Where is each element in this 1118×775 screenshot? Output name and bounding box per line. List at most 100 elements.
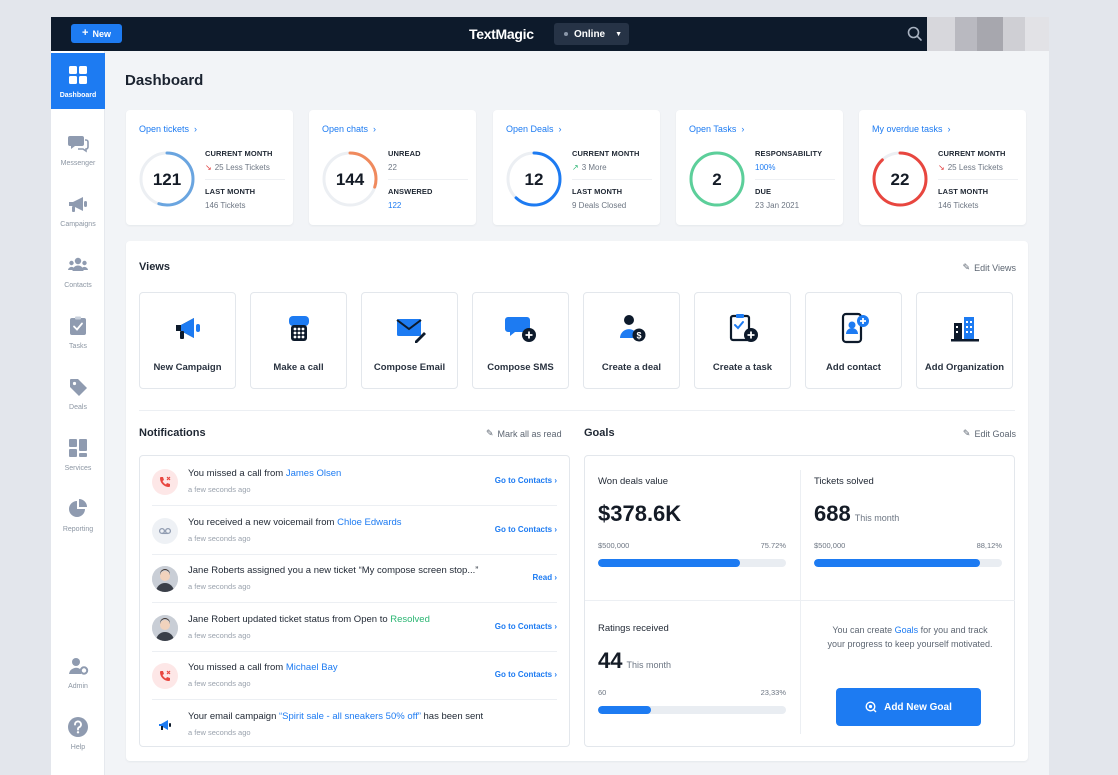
goals-link[interactable]: Goals [894, 625, 919, 635]
stat-subtext: 22 [388, 163, 468, 172]
notification-action-label: Go to Contacts [494, 476, 553, 485]
status-dropdown[interactable]: Online ▼ [554, 23, 629, 45]
divider [938, 179, 1018, 180]
notification-highlight[interactable]: “Spirit sale - all sneakers 50% off” [279, 710, 421, 722]
sidebar-item-label: Tasks [69, 342, 87, 350]
goal-target: 60 [598, 688, 607, 697]
sidebar-item-help[interactable]: Help [51, 705, 105, 761]
notification-action-link[interactable]: Go to Contacts › [495, 525, 557, 534]
chevron-right-icon: › [741, 124, 745, 134]
stat-link-label: Open Tasks [689, 124, 737, 134]
search-icon[interactable] [906, 25, 924, 43]
sidebar-item-label: Campaigns [60, 220, 96, 228]
view-tile-add-organization[interactable]: Add Organization [916, 292, 1013, 389]
user-avatar[interactable] [927, 17, 1049, 51]
view-tile-compose-sms[interactable]: Compose SMS [472, 292, 569, 389]
notification-message: You missed a call from James Olsen [188, 468, 341, 479]
progress-ring-arc [139, 151, 195, 207]
stat-link[interactable]: Open tickets › [139, 124, 197, 134]
stat-subtext: 146 Tickets [938, 201, 979, 210]
goals-title: Goals [584, 427, 615, 439]
divider [205, 179, 285, 180]
new-button-label: New [92, 28, 111, 39]
notification-time: a few seconds ago [188, 582, 251, 591]
notification-action-label: Go to Contacts [494, 621, 553, 631]
goal-value-number: 688 [814, 501, 851, 526]
stat-meta: CURRENT MONTH ↘ 25 Less Tickets LAST MONTH 1… [205, 149, 285, 210]
goal-ratings-received: Ratings received 44 This month 60 23,33% [598, 623, 786, 714]
view-tile-create-a-task[interactable]: Create a task [694, 292, 791, 389]
sidebar-item-messenger[interactable]: Messenger [51, 121, 105, 177]
mark-all-read-label: Mark all as read [497, 428, 562, 439]
sidebar-item-dashboard[interactable]: Dashboard [51, 53, 105, 109]
edit-views-button[interactable]: ✎ Edit Views [963, 262, 1016, 273]
notification-action-label: Read [532, 573, 553, 582]
main-panel: Views ✎ Edit Views New Campaign Make a ca… [126, 241, 1028, 761]
goal-label: Tickets solved [814, 476, 874, 487]
stat-card: Open chats › 144 UNREAD 22 ANSWERED 122 [309, 110, 476, 225]
notification-highlight[interactable]: James Olsen [285, 468, 342, 479]
notification-item: You received a new voicemail from Chloe … [152, 507, 557, 555]
progress-ring: 121 [139, 151, 195, 207]
sidebar-item-deals[interactable]: Deals [51, 365, 105, 421]
contacts-icon [68, 257, 88, 271]
sidebar-item-label: Admin [68, 682, 88, 690]
stat-heading: CURRENT MONTH [205, 149, 273, 158]
divider [139, 410, 1015, 411]
notification-highlight[interactable]: Michael Bay [285, 662, 338, 673]
edit-goals-button[interactable]: ✎ Edit Goals [963, 428, 1016, 439]
notification-message: You missed a call from Michael Bay [188, 662, 338, 673]
stat-subtext-value: 25 Less Tickets [214, 163, 270, 172]
view-tile-compose-email[interactable]: Compose Email [361, 292, 458, 389]
sidebar-item-reporting[interactable]: Reporting [51, 487, 105, 543]
sidebar-item-campaigns[interactable]: Campaigns [51, 182, 105, 238]
notification-action-label: Go to Contacts [494, 524, 553, 534]
notification-message: Your email campaign “Spirit sale - all s… [188, 711, 483, 722]
sidebar-item-tasks[interactable]: Tasks [51, 304, 105, 360]
goal-won-deals: Won deals value $378.6K $500,000 75.72% [598, 476, 786, 567]
deal-icon: $ [619, 315, 645, 342]
stat-link[interactable]: My overdue tasks › [872, 124, 951, 134]
top-bar: + New TextMagic Online ▼ [51, 17, 1049, 51]
notification-action-label: Go to Contacts [494, 670, 553, 679]
sidebar-item-admin[interactable]: Admin [51, 644, 105, 700]
goal-target: $500,000 [814, 541, 846, 550]
stat-link[interactable]: Open Tasks › [689, 124, 744, 134]
view-tile-make-a-call[interactable]: Make a call [250, 292, 347, 389]
stat-link[interactable]: Open chats › [322, 124, 376, 134]
chevron-right-icon: › [554, 621, 557, 631]
trend-down-icon: ↘ [205, 163, 212, 172]
new-button[interactable]: + New [71, 24, 122, 43]
add-new-goal-button[interactable]: Add New Goal [836, 688, 981, 726]
goals-hint-post: for you and track your progress to keep … [827, 625, 993, 649]
notification-action-link[interactable]: Go to Contacts › [495, 476, 557, 485]
stat-card: My overdue tasks › 22 CURRENT MONTH ↘ 25 Less… [859, 110, 1026, 225]
stat-heading: ANSWERED [388, 187, 433, 196]
notification-action-link[interactable]: Read › [533, 573, 557, 582]
divider [388, 179, 468, 180]
notification-highlight[interactable]: Chloe Edwards [337, 516, 402, 528]
stat-subtext-value: 3 More [581, 163, 607, 172]
notification-highlight[interactable]: Resolved [390, 613, 430, 625]
progress-ring-arc [689, 151, 745, 207]
view-tile-create-a-deal[interactable]: $ Create a deal [583, 292, 680, 389]
notification-action-link[interactable]: Go to Contacts › [495, 622, 557, 631]
notification-time: a few seconds ago [188, 679, 251, 688]
sidebar-item-label: Reporting [62, 525, 94, 533]
notification-item: Jane Roberts assigned you a new ticket “… [152, 555, 557, 603]
view-tile-new-campaign[interactable]: New Campaign [139, 292, 236, 389]
notification-action-link[interactable]: Go to Contacts › [495, 670, 557, 679]
sidebar-item-label: Contacts [64, 281, 92, 289]
stat-link[interactable]: Open Deals › [506, 124, 562, 134]
notification-item: Your email campaign “Spirit sale - all s… [152, 701, 557, 749]
notification-text: Your email campaign [188, 710, 280, 722]
stat-card: Open Deals › 12 CURRENT MONTH ↗ 3 More LAST MO… [493, 110, 660, 225]
stat-meta: UNREAD 22 ANSWERED 122 [388, 149, 468, 210]
sidebar-item-contacts[interactable]: Contacts [51, 243, 105, 299]
mark-all-read-button[interactable]: ✎ Mark all as read [486, 428, 562, 439]
sidebar-item-services[interactable]: Services [51, 426, 105, 482]
goal-value-number: $378.6K [598, 501, 682, 526]
progress-ring: 144 [322, 151, 378, 207]
stat-value: 12 [525, 170, 544, 189]
view-tile-add-contact[interactable]: Add contact [805, 292, 902, 389]
